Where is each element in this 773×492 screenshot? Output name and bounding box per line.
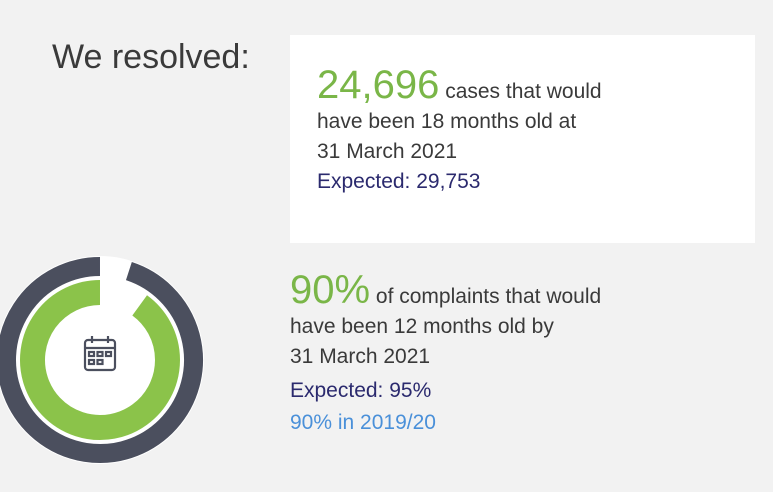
complaints-previous: 90% in 2019/20 [290, 411, 436, 434]
complaints-block: 90% of complaints that would have been 1… [290, 270, 602, 438]
calendar-icon [83, 336, 117, 372]
cases-text: 31 March 2021 [317, 140, 458, 163]
donut [0, 256, 204, 464]
donut-arc [0, 257, 203, 463]
complaints-text: of complaints that would [375, 285, 602, 308]
complaints-text: 31 March 2021 [290, 345, 431, 368]
card [290, 35, 755, 243]
cases-text: have been 18 months old at [317, 110, 577, 133]
complaints-expected: Expected: 95% [290, 379, 432, 402]
complaints-value: 90% [290, 268, 371, 312]
cases-text: cases that would [445, 80, 602, 103]
cases-block: 24,696 cases that would have been 18 mon… [317, 65, 602, 197]
cases-value: 24,696 [317, 63, 440, 107]
donut-arc [20, 280, 180, 440]
complaints-text: have been 12 months old by [290, 315, 554, 338]
cases-expected: Expected: 29,753 [317, 170, 481, 193]
heading: We resolved: [52, 38, 250, 76]
